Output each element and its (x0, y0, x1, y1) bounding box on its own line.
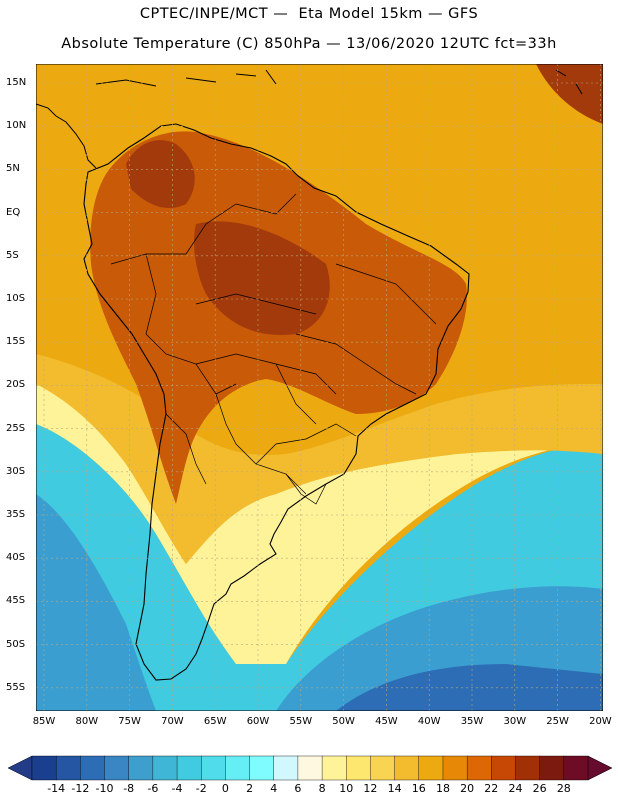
colorbar-tick-label: 8 (318, 782, 326, 795)
very-hot-amazon (194, 221, 330, 335)
longitude-label: 25W (546, 716, 569, 727)
colorbar-tick-label: -10 (95, 782, 114, 795)
deep-cold-east-2 (336, 664, 603, 711)
colorbar-tick-label: 26 (532, 782, 547, 795)
colorbar-swatch (442, 755, 468, 781)
colorbar-swatch (31, 755, 57, 781)
colorbar-swatch (563, 755, 589, 781)
colorbar-swatch (104, 755, 130, 781)
colorbar-swatch (249, 755, 275, 781)
colorbar-tick-label: 2 (246, 782, 254, 795)
colorbar-swatch (539, 755, 565, 781)
latitude-label: 50S (6, 638, 26, 650)
south-america-coastline (83, 123, 470, 681)
very-hot-northeast-sea (536, 64, 603, 124)
longitude-label: 50W (332, 716, 355, 727)
latitude-label: 30S (6, 465, 26, 477)
latitude-label: 10N (6, 120, 27, 132)
longitude-label: 70W (161, 716, 184, 727)
central-america-coastline (36, 103, 97, 169)
colorbar-tick-label: -8 (123, 782, 135, 795)
colorbar-swatch (152, 755, 178, 781)
latitude-label: 45S (6, 595, 26, 607)
colorbar-tick-label: 28 (556, 782, 571, 795)
colorbar-swatch (201, 755, 226, 781)
map-title-line-2: Absolute Temperature (C) 850hPa — 13/06/… (61, 36, 557, 52)
latitude-label: 10S (6, 293, 26, 304)
map-title-line-1: CPTEC/INPE/MCT — Eta Model 15km — GFS (139, 6, 479, 22)
temperature-map (36, 64, 603, 711)
colorbar-swatch (80, 755, 106, 781)
cool-transition-band (36, 384, 603, 664)
latitude-label: 15N (6, 77, 27, 88)
latitude-label: 5S (6, 249, 19, 261)
colorbar-swatch (370, 755, 396, 781)
colorbar-swatch (515, 755, 541, 781)
longitude-label: 55W (289, 716, 313, 727)
colorbar-swatch (466, 755, 492, 781)
colorbar-tick-label: 10 (339, 782, 354, 795)
latitude-label: 35S (6, 509, 26, 520)
colorbar-tick-label: 12 (363, 782, 378, 795)
colorbar-tick-label: 6 (294, 782, 302, 795)
colorbar-tick-label: -2 (195, 782, 207, 795)
longitude-label: 20W (589, 716, 612, 727)
colorbar-swatch (176, 755, 202, 781)
mild-band (36, 354, 603, 564)
colorbar-swatch (321, 755, 347, 781)
longitude-label: 40W (417, 716, 441, 727)
caribbean-islands (95, 69, 583, 95)
colorbar-swatch (394, 755, 420, 781)
colorbar-swatch (418, 755, 444, 781)
latitude-label: 40S (6, 552, 26, 564)
latitude-label: 15S (6, 336, 26, 348)
colorbar-tick-label: -12 (71, 782, 90, 795)
colorbar-tick-label: 20 (460, 782, 475, 795)
colorbar-swatch (346, 755, 371, 781)
colorbar-swatch (55, 755, 81, 781)
longitude-label: 85W (32, 716, 56, 727)
longitude-label: 30W (503, 716, 527, 727)
colorbar-tick-label: 18 (435, 782, 450, 795)
colorbar (7, 755, 613, 781)
latitude-label: EQ (6, 206, 21, 218)
colorbar-tick-label: 4 (270, 782, 278, 795)
latitude-label: 25S (6, 422, 26, 434)
longitude-label: 80W (75, 716, 99, 727)
colorbar-tick-label: 16 (411, 782, 426, 795)
very-hot-core (126, 140, 195, 209)
colorbar-tick-label: 22 (484, 782, 499, 795)
colorbar-swatch (128, 755, 154, 781)
longitude-label: 60W (246, 716, 270, 727)
colorbar-tick-label: -6 (147, 782, 159, 795)
latitude-label: 55S (6, 681, 26, 693)
colorbar-swatch (225, 755, 251, 781)
colorbar-swatch (273, 755, 299, 781)
colorbar-tick-label: 24 (508, 782, 523, 795)
colorbar-swatch (491, 755, 516, 781)
colorbar-tick-label: 14 (387, 782, 402, 795)
colorbar-over-arrow (587, 755, 613, 781)
colorbar-tick-label: -14 (47, 782, 66, 795)
longitude-label: 75W (118, 716, 141, 727)
longitude-label: 35W (460, 716, 484, 727)
colorbar-tick-label: 0 (221, 782, 229, 795)
colorbar-swatch (297, 755, 323, 781)
latitude-label: 5N (6, 163, 20, 175)
colorbar-tick-label: -4 (171, 782, 183, 795)
southern-cold-core (36, 494, 156, 711)
latitude-label: 20S (6, 379, 26, 391)
colorbar-under-arrow (7, 755, 33, 781)
longitude-label: 65W (203, 716, 227, 727)
longitude-label: 45W (375, 716, 398, 727)
